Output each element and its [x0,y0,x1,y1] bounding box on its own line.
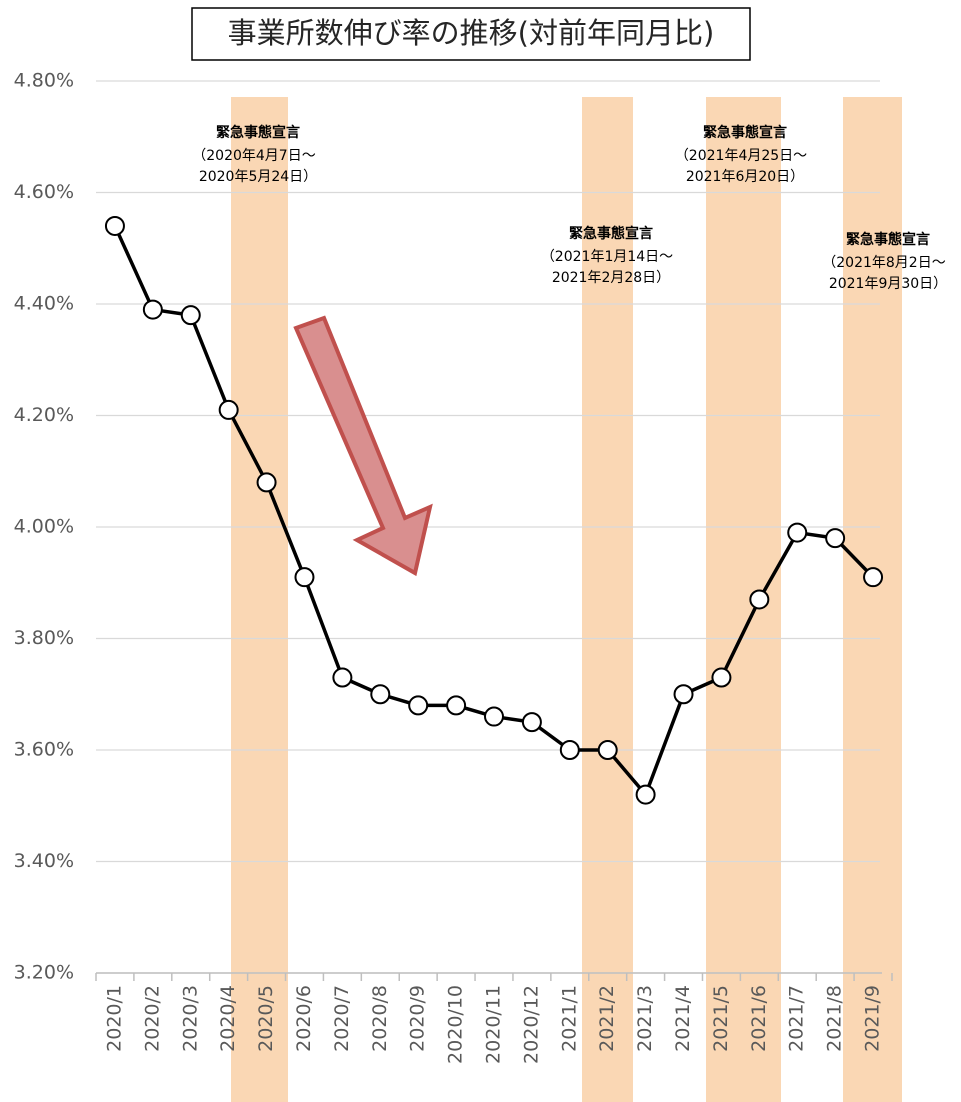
y-tick-label: 4.00% [14,516,74,538]
marker [370,684,391,705]
x-tick-label: 2021/7 [786,985,808,1052]
x-tick-label: 2021/1 [558,985,580,1052]
x-tick-label: 2020/12 [520,985,542,1064]
annotation-end: 2021年9月30日） [829,276,947,292]
annotation-title: 緊急事態宣言 [569,225,653,242]
grid: 3.20% 3.40% 3.60% 3.80% 4.00% 4.20% 4.40% 4.60%… [14,70,893,1064]
annotation-start: （2021年8月2日～ [822,255,945,271]
annotation-start: （2021年4月25日～ [675,148,807,164]
x-tick-label: 2020/11 [483,985,505,1064]
marker [332,667,353,688]
x-tick-label: 2020/5 [255,985,277,1052]
annotation-end: 2021年6月20日） [686,169,804,185]
emergency-bands [231,97,902,1102]
marker [559,740,580,760]
marker [142,299,163,320]
annotation-start: （2020年4月7日～ [192,148,315,164]
emergency-band [706,97,781,1102]
annotation-end: 2020年5月24日） [199,169,317,185]
x-tick-label: 2021/9 [862,985,884,1052]
x-tick-label: 2021/2 [596,985,618,1052]
marker [711,667,732,688]
x-tick-label: 2021/5 [710,985,732,1052]
annotations: 緊急事態宣言 （2020年4月7日～ 2020年5月24日） 緊急事態宣言 （2021年… [192,124,947,292]
y-tick-label: 3.80% [14,627,74,649]
x-tick-label: 2020/4 [217,985,239,1052]
marker [180,305,201,326]
x-tick-label: 2021/3 [634,985,656,1052]
x-tick-label: 2021/4 [672,985,694,1052]
y-tick-label: 4.80% [14,70,74,92]
emergency-band [843,97,902,1102]
plot [104,215,884,805]
y-tick-label: 3.60% [14,739,74,761]
x-tick-label: 2021/6 [748,985,770,1052]
marker [256,472,277,493]
annotation-title: 緊急事態宣言 [703,124,787,141]
marker [635,784,656,805]
trend-arrow [293,315,433,577]
x-tick-label: 2020/1 [103,985,125,1052]
annotation-title: 緊急事態宣言 [216,124,300,141]
x-tick-label: 2020/3 [179,985,201,1052]
marker [825,528,846,549]
y-tick-label: 4.60% [14,181,74,203]
marker [408,695,429,716]
annotation-title: 緊急事態宣言 [846,231,930,248]
marker [294,567,315,588]
x-tick-label: 2020/7 [331,985,353,1052]
x-tick-label: 2020/8 [369,985,391,1052]
x-tick-label: 2020/10 [445,985,467,1064]
marker [484,706,504,727]
marker [749,589,770,610]
annotation-start: （2021年1月14日～ [541,249,673,265]
title-box [191,7,751,61]
x-tick-label: 2020/9 [407,985,429,1052]
y-tick-label: 3.40% [14,850,74,872]
y-tick-label: 4.40% [14,293,74,315]
emergency-band [231,97,288,1102]
marker [787,522,808,543]
marker [104,215,125,236]
y-tick-label: 4.20% [14,404,74,426]
chart-title: 事業所数伸び率の推移(対前年同月比) [228,16,715,50]
marker [218,399,239,420]
marker [597,740,618,760]
emergency-band [582,97,633,1102]
marker [673,684,694,705]
annotation-end: 2021年2月28日） [552,270,670,286]
x-tick-label: 2020/6 [293,985,315,1052]
x-tick-label: 2020/2 [141,985,163,1052]
marker [446,695,467,716]
marker [521,712,542,733]
marker [863,567,884,588]
x-tick-label: 2021/8 [824,985,846,1052]
y-tick-label: 3.20% [14,962,74,984]
